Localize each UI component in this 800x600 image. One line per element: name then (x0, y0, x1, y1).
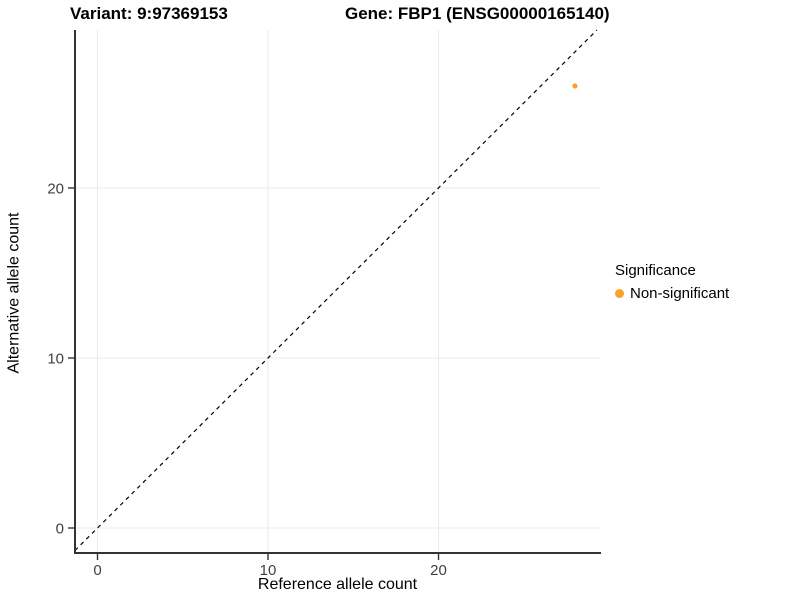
legend-title: Significance (615, 262, 696, 279)
x-tick-label: 20 (430, 562, 447, 579)
plot-title-variant: Variant: 9:97369153 (70, 4, 228, 23)
y-tick-label: 10 (47, 350, 64, 367)
y-tick-label: 20 (47, 180, 64, 197)
x-axis-title: Reference allele count (257, 576, 418, 593)
legend-point-icon (615, 289, 624, 298)
legend-item: Non-significant (615, 285, 729, 302)
data-point (572, 83, 578, 89)
legend: Significance Non-significant (615, 262, 729, 302)
plot-title-gene: Gene: FBP1 (ENSG00000165140) (345, 4, 610, 23)
x-tick-label: 0 (93, 562, 101, 579)
legend-item-label: Non-significant (630, 285, 730, 302)
x-tick-label: 10 (260, 562, 277, 579)
y-axis-title: Alternative allele count (5, 212, 23, 374)
identity-reference-line (74, 29, 598, 551)
y-tick-label: 0 (56, 521, 64, 538)
